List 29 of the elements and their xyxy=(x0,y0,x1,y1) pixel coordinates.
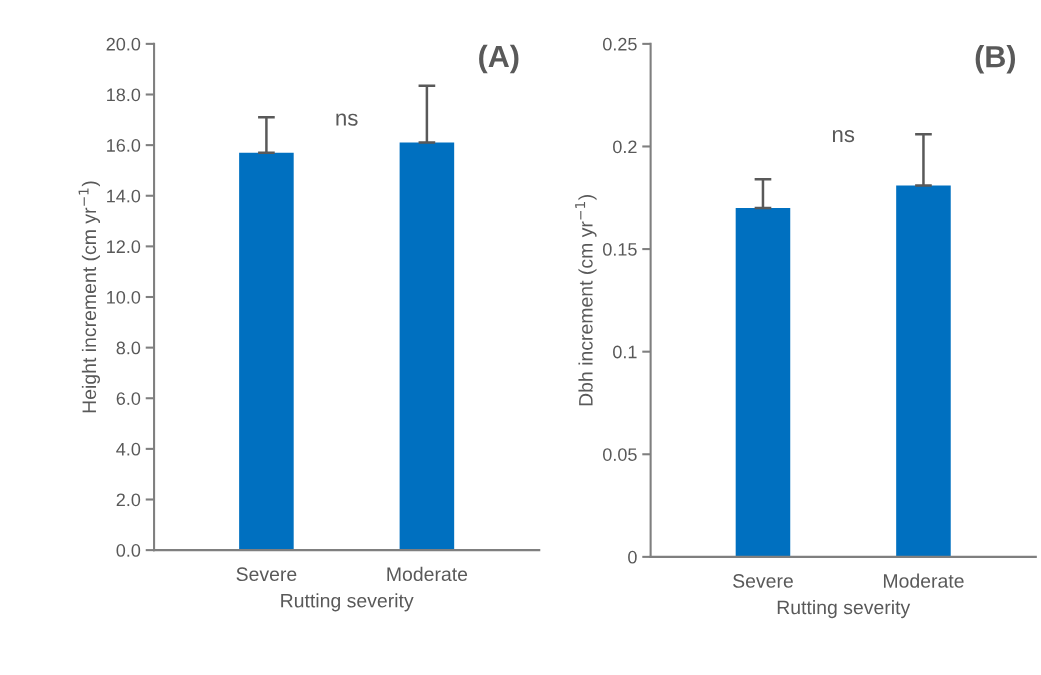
annotation: (B) xyxy=(975,45,1016,74)
y-tick-label: 0.05 xyxy=(603,448,637,461)
y-tick-label: 0 xyxy=(628,550,637,564)
y-tick-label: 8.0 xyxy=(116,341,141,355)
y-axis-title: Height increment (cm yr$^{−1}$) xyxy=(78,181,100,413)
y-tick-label: 4.0 xyxy=(116,442,141,456)
annotation: ns xyxy=(336,113,358,126)
x-tick-label: Moderate xyxy=(387,566,468,582)
annotation: (A) xyxy=(479,44,519,74)
y-tick-label: 20.0 xyxy=(106,37,141,51)
x-tick-label: Severe xyxy=(733,574,793,588)
y-tick-label: 0.15 xyxy=(603,243,637,256)
y-tick-label: 0.2 xyxy=(613,140,637,154)
x-axis-title: Rutting severity xyxy=(281,593,414,612)
y-tick-label: 18.0 xyxy=(107,88,141,102)
y-tick-label: 6.0 xyxy=(116,392,141,405)
y-tick-label: 0.1 xyxy=(613,345,637,359)
y-tick-label: 0.25 xyxy=(603,37,637,51)
y-tick-label: 0.0 xyxy=(116,544,141,557)
x-axis-title: Rutting severity xyxy=(777,600,911,619)
y-axis-title: Dbh increment (cm yr$^{−1}$) xyxy=(575,195,597,406)
x-tick-label: Severe xyxy=(236,567,297,582)
y-tick-label: 12.0 xyxy=(107,240,141,254)
y-tick-label: 16.0 xyxy=(107,139,141,152)
annotation: ns xyxy=(832,130,855,143)
x-tick-label: Moderate xyxy=(883,573,964,588)
y-tick-label: 2.0 xyxy=(116,493,141,507)
y-tick-label: 14.0 xyxy=(107,189,141,203)
y-tick-label: 10.0 xyxy=(107,290,141,304)
